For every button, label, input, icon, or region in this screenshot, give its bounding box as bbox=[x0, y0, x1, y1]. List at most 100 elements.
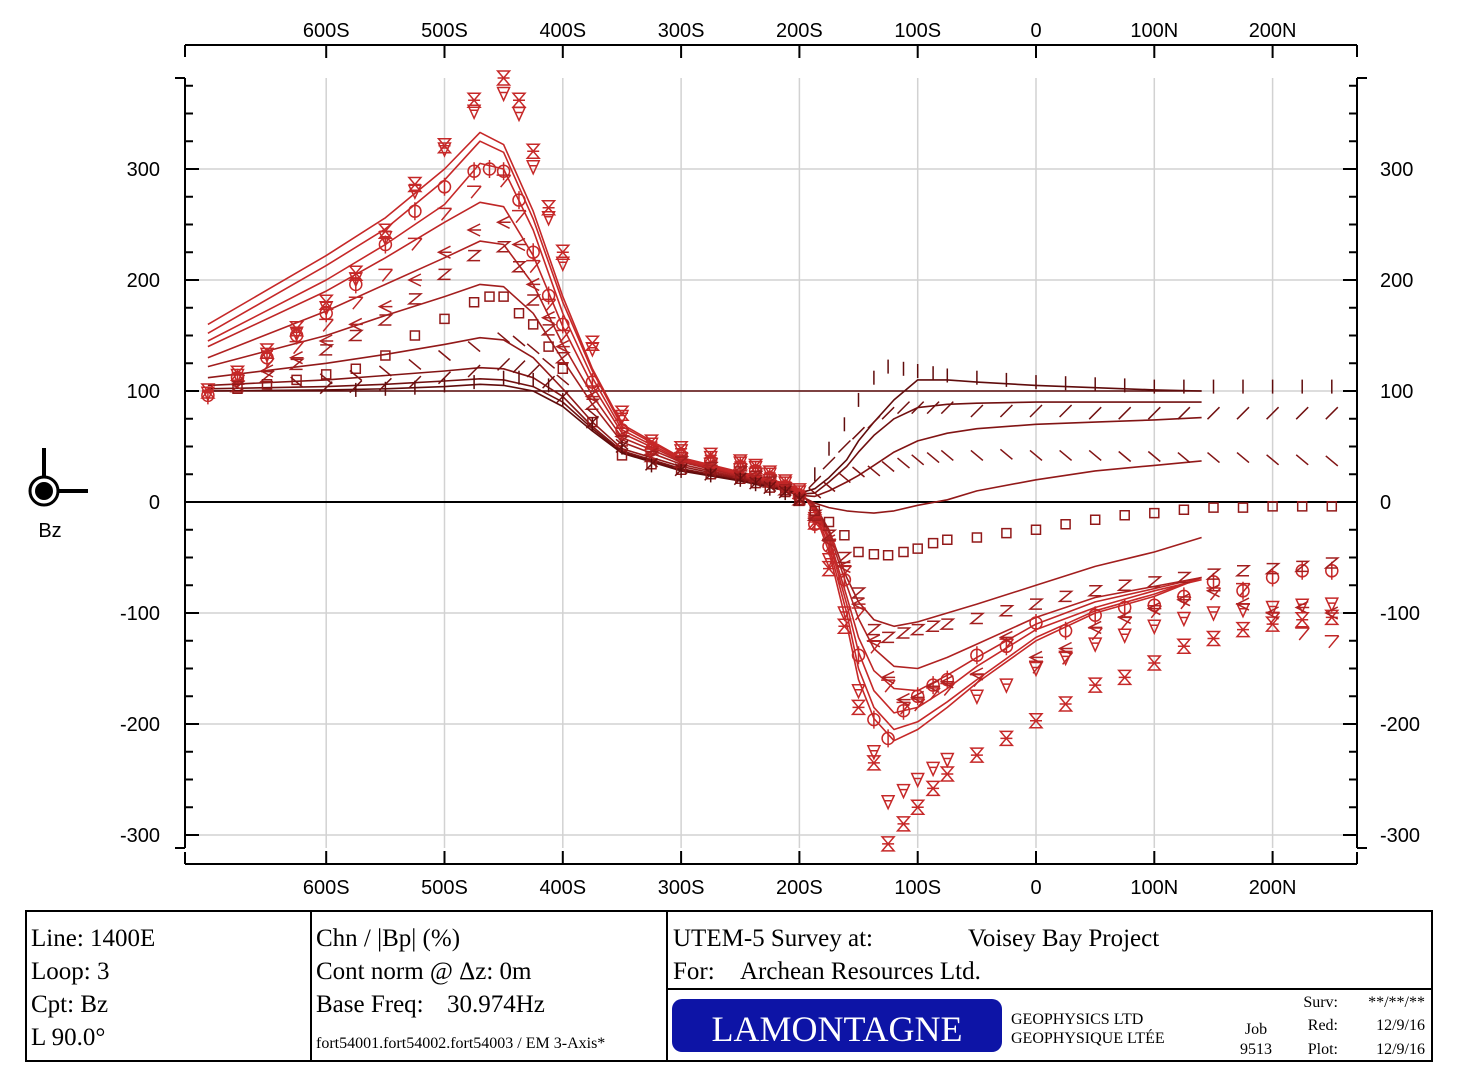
data-point-ch4 bbox=[407, 237, 423, 251]
model-curve-ch1 bbox=[207, 131, 1202, 742]
data-point-ch3 bbox=[496, 162, 511, 181]
data-point-ch2 bbox=[940, 752, 955, 769]
reduced-date-label: Red: bbox=[1308, 1017, 1338, 1034]
data-point-ch6 bbox=[850, 587, 867, 599]
data-point-ch3 bbox=[482, 160, 497, 178]
data-point-ch4 bbox=[437, 207, 453, 221]
component-text: Cpt: Bz bbox=[31, 991, 108, 1018]
data-point-ch2 bbox=[851, 683, 866, 700]
data-point-ch8 bbox=[408, 358, 422, 370]
data-point-ch9 bbox=[1295, 406, 1309, 420]
data-point-ch6 bbox=[1205, 568, 1222, 580]
x-tick-label-top: 300S bbox=[658, 20, 705, 42]
data-point-ch5 bbox=[1146, 601, 1162, 616]
data-point-ch8 bbox=[999, 448, 1013, 460]
y-tick-label-left: 0 bbox=[149, 492, 160, 514]
data-point-ch5 bbox=[1264, 606, 1280, 620]
data-point-ch8 bbox=[1295, 454, 1309, 466]
y-tick-label-right: -100 bbox=[1380, 603, 1420, 625]
data-point-ch5 bbox=[939, 675, 955, 689]
x-tick-label-top: 200N bbox=[1249, 20, 1297, 42]
data-point-ch2 bbox=[896, 783, 911, 800]
data-point-ch7 bbox=[291, 374, 302, 386]
x-tick-label-top: 100S bbox=[894, 20, 941, 42]
data-point-ch6 bbox=[584, 398, 601, 411]
data-point-ch5 bbox=[866, 634, 881, 648]
data-point-ch6 bbox=[525, 294, 542, 306]
data-point-ch3 bbox=[585, 373, 600, 392]
data-point-ch7 bbox=[1119, 510, 1130, 521]
data-point-ch9 bbox=[467, 364, 481, 378]
data-point-ch1 bbox=[1087, 677, 1103, 693]
data-point-ch3 bbox=[1325, 561, 1339, 580]
data-point-ch7 bbox=[971, 532, 983, 543]
data-point-ch4 bbox=[348, 296, 364, 310]
survey-label: UTEM-5 Survey at: bbox=[673, 925, 873, 952]
data-point-ch3 bbox=[378, 235, 393, 254]
data-point-ch9 bbox=[1088, 406, 1102, 420]
data-point-ch7 bbox=[764, 482, 776, 493]
data-point-ch5 bbox=[1176, 593, 1191, 607]
data-point-ch6 bbox=[1234, 565, 1252, 577]
x-tick-label-top: 0 bbox=[1030, 20, 1041, 42]
data-point-ch6 bbox=[820, 529, 838, 542]
data-point-ch1 bbox=[836, 618, 853, 635]
data-point-ch6 bbox=[229, 380, 246, 393]
data-point-ch7 bbox=[794, 495, 805, 507]
company-logo: LAMONTAGNE bbox=[711, 1009, 962, 1049]
data-point-ch4 bbox=[319, 318, 334, 332]
data-point-ch4 bbox=[541, 298, 557, 312]
data-point-ch8 bbox=[926, 452, 940, 464]
data-point-ch8 bbox=[852, 466, 865, 478]
data-point-ch3 bbox=[1236, 581, 1250, 600]
data-point-ch5 bbox=[540, 311, 556, 325]
data-point-ch8 bbox=[1088, 449, 1102, 461]
data-point-ch7 bbox=[868, 548, 880, 560]
data-point-ch3 bbox=[926, 676, 940, 695]
data-point-ch9 bbox=[851, 426, 866, 440]
x-tick-label-bottom: 500S bbox=[421, 877, 468, 899]
x-tick-label-bottom: 300S bbox=[658, 877, 705, 899]
data-point-ch6 bbox=[377, 314, 394, 326]
data-point-ch4 bbox=[940, 682, 955, 696]
y-tick-label-left: -300 bbox=[120, 825, 160, 847]
data-point-ch2 bbox=[555, 256, 570, 273]
data-point-ch5 bbox=[436, 245, 452, 259]
data-point-ch5 bbox=[511, 237, 526, 252]
x-tick-label-bottom: 400S bbox=[539, 877, 586, 899]
continuous-normalization: Cont norm @ Δz: 0m bbox=[316, 958, 532, 985]
data-point-ch1 bbox=[495, 70, 512, 86]
data-point-ch7 bbox=[1178, 504, 1190, 516]
x-tick-label-top: 100N bbox=[1130, 20, 1178, 42]
data-point-ch8 bbox=[808, 487, 822, 499]
data-point-ch4 bbox=[467, 185, 482, 199]
data-point-ch3 bbox=[512, 191, 526, 210]
loop-label: Loop: 3 bbox=[31, 958, 109, 985]
data-point-ch7 bbox=[513, 308, 525, 319]
data-point-ch8 bbox=[556, 374, 570, 386]
client-label: For: bbox=[673, 958, 715, 985]
data-point-ch2 bbox=[511, 106, 527, 123]
data-point-ch2 bbox=[541, 211, 556, 227]
data-point-ch4 bbox=[1236, 582, 1251, 597]
data-point-ch9 bbox=[1147, 406, 1161, 420]
data-point-ch5 bbox=[910, 690, 925, 705]
data-point-ch9 bbox=[1118, 406, 1132, 420]
data-point-ch4 bbox=[555, 329, 571, 343]
data-point-ch9 bbox=[1325, 406, 1339, 420]
data-point-ch2 bbox=[496, 86, 511, 103]
data-point-ch6 bbox=[909, 623, 926, 636]
data-point-ch6 bbox=[258, 370, 276, 383]
x-tick-label-bottom: 100N bbox=[1130, 877, 1178, 899]
data-point-ch8 bbox=[1059, 449, 1073, 461]
data-point-ch6 bbox=[1294, 560, 1311, 573]
data-point-ch7 bbox=[1149, 507, 1160, 519]
data-point-ch3 bbox=[970, 646, 984, 665]
data-point-ch7 bbox=[1001, 527, 1012, 539]
data-point-ch7 bbox=[779, 486, 791, 498]
x-tick-label-top: 600S bbox=[303, 20, 350, 42]
x-tick-label-top: 400S bbox=[539, 20, 586, 42]
y-tick-label-right: -200 bbox=[1380, 714, 1420, 736]
data-point-ch7 bbox=[409, 330, 421, 341]
